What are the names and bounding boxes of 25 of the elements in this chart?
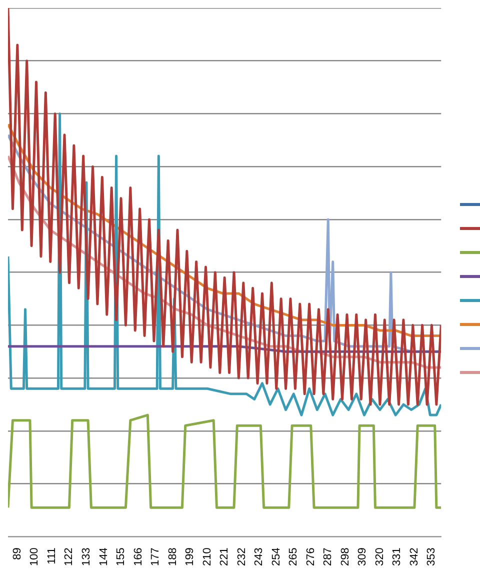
x-tick-label: 89 xyxy=(11,548,24,560)
x-tick-label: 144 xyxy=(98,548,110,566)
x-tick-label: 188 xyxy=(166,548,179,566)
x-tick-label: 100 xyxy=(28,548,41,566)
x-tick-label: 276 xyxy=(304,548,317,566)
x-tick-label: 298 xyxy=(339,548,352,566)
x-tick-label: 221 xyxy=(218,548,231,566)
x-tick-label: 111 xyxy=(46,548,58,564)
x-tick-label: 122 xyxy=(63,548,76,566)
x-tick-label: 243 xyxy=(253,548,266,566)
x-tick-label: 320 xyxy=(374,548,386,566)
x-tick-label: 177 xyxy=(150,548,162,566)
x-tick-label: 166 xyxy=(132,548,144,566)
x-tick-label: 331 xyxy=(391,548,404,566)
x-tick-label: 265 xyxy=(288,548,300,566)
x-tick-label: 287 xyxy=(322,548,334,566)
x-tick-label: 210 xyxy=(201,548,214,566)
x-tick-label: 342 xyxy=(408,548,420,566)
x-tick-label: 232 xyxy=(236,548,248,566)
x-tick-label: 309 xyxy=(356,548,369,566)
x-tick-label: 199 xyxy=(184,548,196,566)
x-tick-label: 155 xyxy=(115,548,128,566)
x-tick-label: 133 xyxy=(80,548,92,566)
x-tick-label: 353 xyxy=(426,548,438,566)
x-tick-label: 254 xyxy=(270,548,282,566)
